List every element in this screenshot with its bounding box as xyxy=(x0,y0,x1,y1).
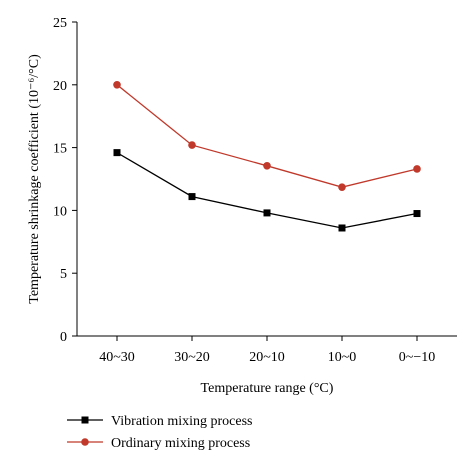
x-tick-label: 20~10 xyxy=(249,350,285,365)
x-axis-ticks: 40~30 30~20 20~10 10~0 0~−10 xyxy=(99,336,435,365)
series-2 xyxy=(113,81,421,191)
data-point xyxy=(113,81,121,89)
x-axis-title: Temperature range (°C) xyxy=(201,381,334,396)
y-tick-label: 0 xyxy=(60,330,67,345)
x-tick-label: 0~−10 xyxy=(399,350,435,365)
data-point xyxy=(188,193,196,201)
legend-marker xyxy=(81,416,89,424)
legend-item-1: Vibration mixing process xyxy=(67,414,252,429)
data-point xyxy=(263,209,271,217)
y-axis-ticks: 0 5 10 15 20 25 xyxy=(53,16,77,345)
x-tick-label: 40~30 xyxy=(99,350,135,365)
legend-label: Vibration mixing process xyxy=(111,414,252,429)
x-tick-label: 10~0 xyxy=(328,350,357,365)
data-point xyxy=(338,224,346,232)
y-tick-label: 10 xyxy=(53,204,67,219)
data-point xyxy=(113,149,121,157)
legend-item-2: Ordinary mixing process xyxy=(67,436,250,451)
y-tick-label: 20 xyxy=(53,79,67,94)
data-point xyxy=(188,141,196,149)
data-point xyxy=(413,165,421,173)
series-1 xyxy=(113,149,421,232)
y-tick-label: 25 xyxy=(53,16,67,31)
data-point xyxy=(338,183,346,191)
data-point xyxy=(263,162,271,170)
data-point xyxy=(413,210,421,218)
legend-marker xyxy=(81,438,89,446)
series-line xyxy=(116,84,418,188)
y-tick-label: 5 xyxy=(60,267,67,282)
y-tick-label: 15 xyxy=(53,142,67,157)
series-layer xyxy=(113,81,421,232)
y-axis-title: Temperature shrinkage coefficient (10⁻⁶/… xyxy=(27,54,42,304)
plot-axes xyxy=(76,22,457,337)
x-tick-label: 30~20 xyxy=(174,350,210,365)
legend: Vibration mixing process Ordinary mixing … xyxy=(67,414,252,451)
legend-label: Ordinary mixing process xyxy=(111,436,250,451)
